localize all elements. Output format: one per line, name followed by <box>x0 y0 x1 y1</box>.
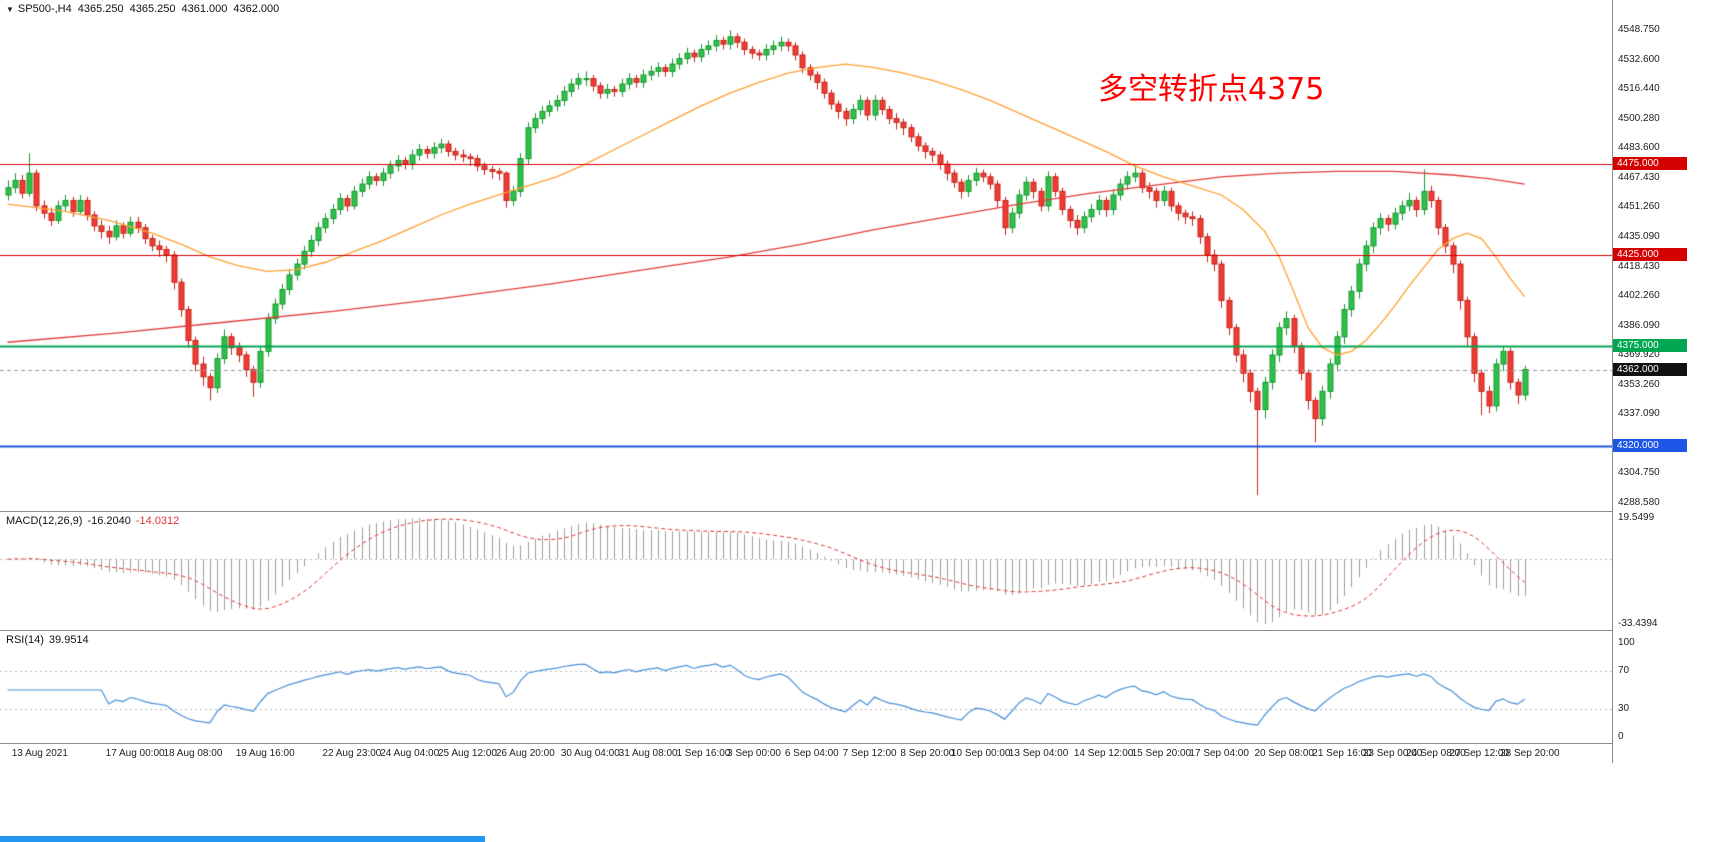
current-price-badge: 4362.000 <box>1613 362 1687 376</box>
price-axis-label: 4532.600 <box>1618 53 1660 65</box>
time-label: 18 Aug 08:00 <box>163 748 223 759</box>
macd-value-signal: -14.0312 <box>135 515 180 527</box>
hline-price-badge: 4475.000 <box>1613 157 1687 171</box>
time-label: 19 Aug 16:00 <box>235 748 295 759</box>
chart-menu-icon[interactable]: ▼ <box>6 5 14 14</box>
macd-canvas[interactable] <box>0 512 1612 630</box>
macd-axis-max: 19.5499 <box>1618 512 1655 523</box>
rsi-name: RSI(14) <box>6 634 44 646</box>
time-label: 8 Sep 20:00 <box>900 748 955 759</box>
time-label: 13 Sep 04:00 <box>1008 748 1069 759</box>
time-label: 17 Aug 00:00 <box>105 748 165 759</box>
price-axis-label: 4337.090 <box>1618 408 1660 420</box>
time-label: 6 Sep 04:00 <box>784 748 839 759</box>
rsi-axis-label: 30 <box>1618 702 1630 714</box>
macd-axis-min: -33.4394 <box>1618 618 1658 629</box>
hline-price-badge: 4425.000 <box>1613 247 1687 261</box>
rsi-axis-label: 100 <box>1618 637 1635 648</box>
time-label: 24 Aug 04:00 <box>380 748 440 759</box>
price-chart-canvas[interactable] <box>0 0 1612 512</box>
price-axis-label: 4418.430 <box>1618 260 1660 272</box>
time-label: 20 Sep 08:00 <box>1254 748 1314 759</box>
ohlc-close: 4362.000 <box>233 3 280 15</box>
price-axis-label: 4467.430 <box>1618 171 1660 183</box>
hline-price-badge: 4375.000 <box>1613 338 1687 352</box>
time-label: 17 Sep 04:00 <box>1189 748 1249 759</box>
time-label: 13 Aug 2021 <box>11 748 68 759</box>
time-label: 27 Sep 12:00 <box>1449 748 1510 759</box>
time-label: 28 Sep 20:00 <box>1500 748 1560 759</box>
price-axis-label: 4402.260 <box>1618 290 1660 302</box>
rsi-axis-label: 70 <box>1618 665 1630 677</box>
pane-separator[interactable] <box>0 511 1612 512</box>
annotation-text[interactable]: 多空转折点4375 <box>1098 72 1325 107</box>
time-axis[interactable]: 13 Aug 2021 17 Aug 00:00 18 Aug 08:00 19 Au… <box>0 743 1612 764</box>
ohlc-high: 4365.250 <box>129 3 176 15</box>
price-axis-label: 4516.440 <box>1618 83 1660 95</box>
price-axis-label: 4304.750 <box>1618 467 1660 479</box>
price-axis-label: 4369.920 <box>1618 349 1660 361</box>
time-label: 10 Sep 00:00 <box>951 748 1011 759</box>
ohlc-open: 4365.250 <box>77 3 124 15</box>
symbol-label: SP500-,H4 <box>17 3 72 15</box>
time-label: 26 Aug 20:00 <box>495 748 555 759</box>
price-axis-label: 4386.090 <box>1618 319 1660 331</box>
time-label: 7 Sep 12:00 <box>842 748 897 759</box>
time-label: 22 Aug 23:00 <box>322 748 382 759</box>
rsi-value: 39.9514 <box>48 634 89 646</box>
time-label: 30 Aug 04:00 <box>560 748 620 759</box>
macd-value-main: -16.2040 <box>87 515 131 527</box>
hline-price-badge: 4320.000 <box>1613 438 1687 452</box>
price-axis-label: 4288.580 <box>1618 497 1660 508</box>
time-label: 15 Sep 20:00 <box>1131 748 1192 759</box>
macd-name: MACD(12,26,9) <box>6 515 83 527</box>
price-axis-label: 4483.600 <box>1618 142 1660 154</box>
macd-header: MACD(12,26,9) -16.2040 -14.0312 <box>6 515 184 527</box>
price-axis[interactable]: 4548.750 4532.600 4516.440 4500.280 4483.600… <box>1612 0 1729 763</box>
price-axis-label: 4548.750 <box>1618 24 1660 35</box>
rsi-header: RSI(14) 39.9514 <box>6 634 94 646</box>
bottom-blue-strip <box>0 836 485 842</box>
pane-separator[interactable] <box>0 630 1612 631</box>
rsi-axis-label: 0 <box>1618 731 1624 742</box>
ohlc-low: 4361.000 <box>181 3 228 15</box>
price-axis-label: 4435.090 <box>1618 230 1660 242</box>
time-label: 31 Aug 08:00 <box>618 748 678 759</box>
time-label: 23 Sep 00:00 <box>1362 748 1423 759</box>
price-axis-label: 4451.260 <box>1618 201 1660 213</box>
time-label: 14 Sep 12:00 <box>1073 748 1134 759</box>
price-axis-label: 4500.280 <box>1618 112 1660 124</box>
rsi-canvas[interactable] <box>0 631 1612 743</box>
price-axis-label: 4353.260 <box>1618 378 1660 390</box>
time-label: 3 Sep 00:00 <box>727 748 781 759</box>
time-label: 25 Aug 12:00 <box>438 748 497 759</box>
symbol-header: ▼ SP500-,H4 4365.250 4365.250 4361.000 4362.0… <box>6 3 285 15</box>
time-label: 1 Sep 16:00 <box>676 748 731 759</box>
time-label: 24 Sep 08:00 <box>1406 748 1466 759</box>
time-label: 21 Sep 16:00 <box>1312 748 1372 759</box>
